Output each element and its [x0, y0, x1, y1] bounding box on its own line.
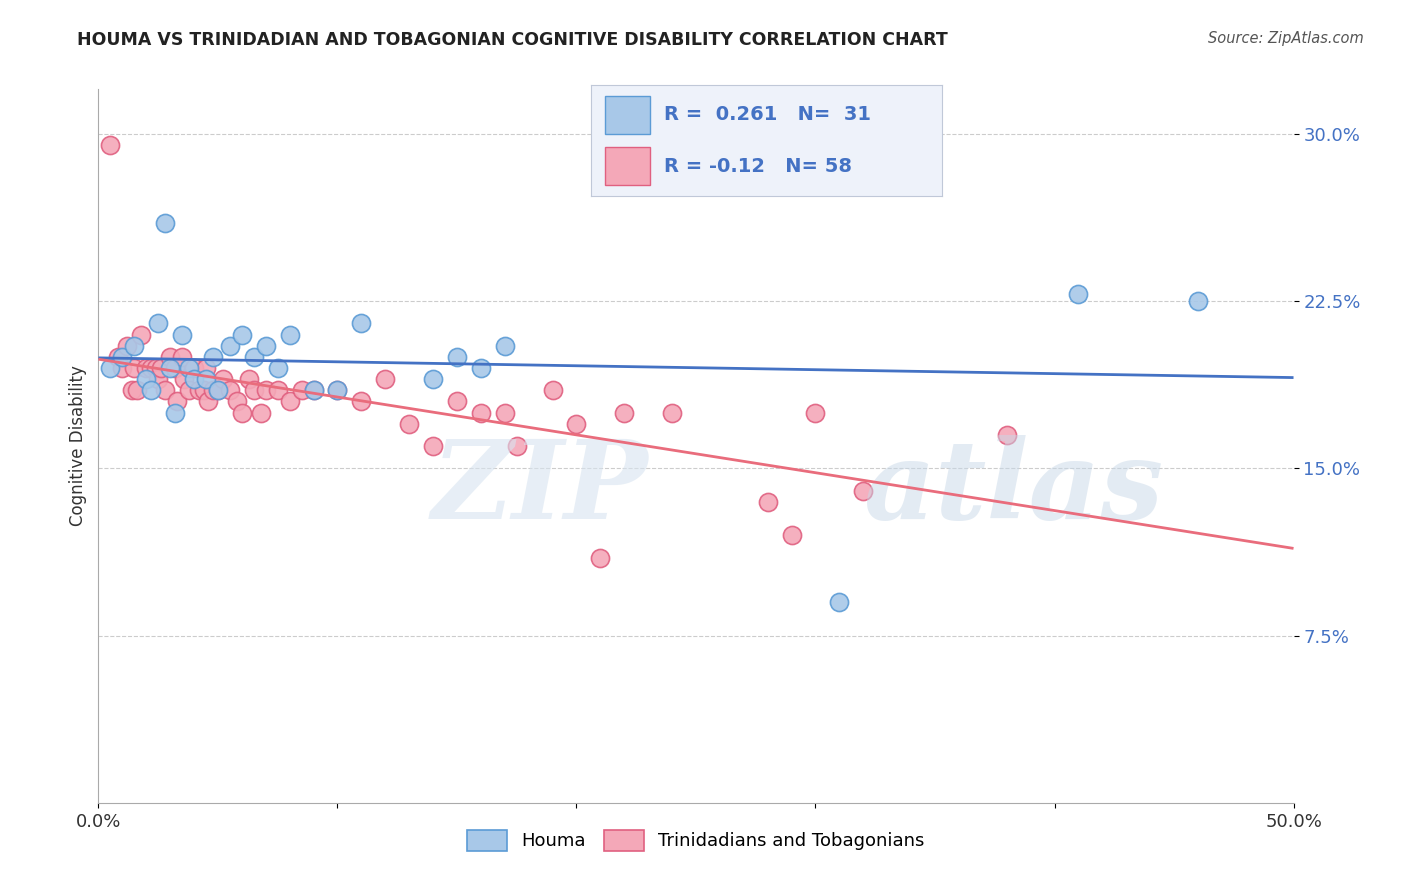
Point: [155, 216, 177, 230]
Point: [155, 384, 177, 398]
Point: [231, 405, 253, 419]
Point: [98, 137, 122, 152]
Point: [350, 394, 373, 409]
Point: [131, 327, 153, 342]
Point: [1067, 287, 1090, 301]
Point: [470, 405, 492, 419]
Text: R = -0.12   N= 58: R = -0.12 N= 58: [664, 157, 852, 176]
Point: [446, 350, 468, 364]
Point: [202, 350, 225, 364]
Point: [804, 405, 827, 419]
Point: [852, 483, 875, 498]
Point: [254, 338, 277, 352]
Point: [398, 417, 420, 431]
Point: [202, 384, 225, 398]
Point: [159, 360, 181, 375]
Legend: Houma, Trinidadians and Tobagonians: Houma, Trinidadians and Tobagonians: [460, 822, 932, 858]
Point: [756, 494, 779, 508]
Text: R =  0.261   N=  31: R = 0.261 N= 31: [664, 105, 872, 124]
FancyBboxPatch shape: [605, 96, 650, 134]
Point: [111, 350, 134, 364]
Point: [173, 372, 195, 386]
Point: [302, 384, 325, 398]
Point: [494, 338, 516, 352]
Point: [231, 327, 253, 342]
Point: [207, 384, 229, 398]
Point: [159, 350, 181, 364]
Text: HOUMA VS TRINIDADIAN AND TOBAGONIAN COGNITIVE DISABILITY CORRELATION CHART: HOUMA VS TRINIDADIAN AND TOBAGONIAN COGN…: [77, 31, 948, 49]
Point: [139, 384, 162, 398]
Point: [278, 327, 301, 342]
Point: [166, 394, 188, 409]
Point: [267, 384, 290, 398]
Point: [1187, 293, 1209, 308]
Point: [148, 316, 170, 330]
Point: [250, 405, 273, 419]
Point: [135, 360, 157, 375]
Point: [125, 384, 148, 398]
Point: [613, 405, 636, 419]
Point: [121, 384, 143, 398]
Point: [145, 360, 167, 375]
Point: [422, 372, 444, 386]
Point: [238, 372, 260, 386]
Point: [326, 384, 349, 398]
Point: [302, 384, 325, 398]
Point: [115, 338, 138, 352]
Point: [243, 350, 266, 364]
Point: [446, 394, 468, 409]
Point: [172, 350, 194, 364]
Point: [179, 384, 201, 398]
Point: [179, 360, 201, 375]
Point: [780, 528, 803, 542]
Point: [243, 384, 266, 398]
Point: [470, 360, 492, 375]
Point: [183, 360, 205, 375]
Point: [267, 360, 290, 375]
Point: [589, 550, 612, 565]
Point: [187, 384, 209, 398]
Point: [139, 360, 162, 375]
Point: [219, 338, 242, 352]
Point: [163, 405, 186, 419]
Point: [163, 360, 186, 375]
Point: [326, 384, 349, 398]
Point: [183, 372, 205, 386]
Point: [197, 394, 219, 409]
Point: [193, 384, 215, 398]
Point: [149, 360, 172, 375]
Point: [422, 439, 444, 453]
Point: [98, 360, 122, 375]
Point: [124, 360, 146, 375]
Point: [661, 405, 683, 419]
Point: [148, 372, 170, 386]
Text: Source: ZipAtlas.com: Source: ZipAtlas.com: [1208, 31, 1364, 46]
Point: [207, 384, 229, 398]
Point: [374, 372, 396, 386]
Point: [506, 439, 529, 453]
Point: [254, 384, 277, 398]
Point: [565, 417, 588, 431]
Point: [291, 384, 314, 398]
Text: atlas: atlas: [863, 435, 1164, 542]
Point: [494, 405, 516, 419]
Point: [211, 372, 233, 386]
Point: [124, 338, 146, 352]
Point: [195, 360, 218, 375]
Point: [219, 384, 242, 398]
Point: [995, 427, 1018, 442]
Point: [135, 372, 157, 386]
Point: [111, 360, 134, 375]
Point: [541, 384, 564, 398]
FancyBboxPatch shape: [605, 147, 650, 186]
Point: [226, 394, 249, 409]
Point: [350, 316, 373, 330]
Y-axis label: Cognitive Disability: Cognitive Disability: [69, 366, 87, 526]
Point: [107, 350, 129, 364]
Point: [828, 595, 851, 609]
Point: [172, 327, 194, 342]
Text: ZIP: ZIP: [432, 435, 648, 542]
Point: [195, 372, 218, 386]
Point: [278, 394, 301, 409]
